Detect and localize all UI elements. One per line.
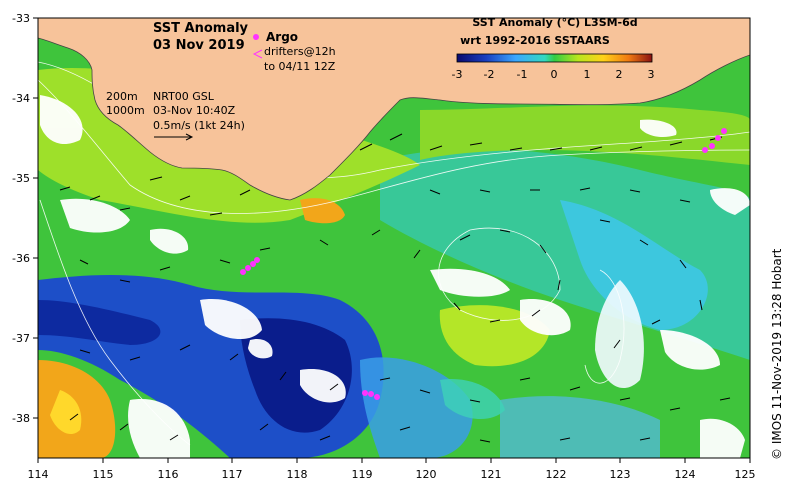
drifter-legend-label: drifters@12h [264, 45, 336, 58]
colorbar-ticks: -3 -2 -1 0 1 2 3 [452, 68, 655, 81]
lon-axis: 114 115 116 117 118 119 120 121 122 123 … [28, 458, 756, 481]
lon-tick: 124 [675, 468, 696, 481]
lon-tick: 122 [546, 468, 567, 481]
lat-tick: -36 [12, 252, 30, 265]
colorbar-tick: -3 [452, 68, 463, 81]
lon-tick: 117 [222, 468, 243, 481]
map-frame [37, 17, 751, 459]
colorbar-tick: 0 [551, 68, 558, 81]
colorbar-tick: -2 [484, 68, 495, 81]
lat-axis: -33 -34 -35 -36 -37 -38 [12, 12, 38, 425]
colorbar [456, 53, 653, 63]
product-time: 03-Nov 10:40Z [153, 104, 236, 117]
map-date: 03 Nov 2019 [153, 38, 245, 53]
colorbar-title: SST Anomaly (°C) L3SM-6d [472, 16, 637, 29]
lat-tick: -37 [12, 332, 30, 345]
lat-tick: -35 [12, 172, 30, 185]
drifter-legend-period: to 04/11 12Z [264, 60, 336, 73]
map-title: SST Anomaly [153, 21, 249, 36]
colorbar-tick: 2 [616, 68, 623, 81]
product-label: NRT00 GSL [153, 90, 215, 103]
lat-tick: -34 [12, 92, 30, 105]
colorbar-tick: 3 [648, 68, 655, 81]
colorbar-tick: -1 [517, 68, 528, 81]
contour-200m-label: 200m [106, 90, 138, 103]
lat-tick: -33 [12, 12, 30, 25]
current-scale-label: 0.5m/s (1kt 24h) [153, 119, 245, 132]
colorbar-tick: 1 [584, 68, 591, 81]
lon-tick: 114 [28, 468, 49, 481]
lon-tick: 123 [610, 468, 631, 481]
argo-markers [240, 128, 727, 400]
drifter-legend-icon [252, 49, 263, 59]
lon-tick: 120 [416, 468, 437, 481]
lon-tick: 121 [481, 468, 502, 481]
credit-text: © IMOS 11-Nov-2019 13:28 Hobart [770, 248, 784, 460]
contour-1000m-label: 1000m [106, 104, 145, 117]
lon-tick: 116 [158, 468, 179, 481]
lon-tick: 125 [735, 468, 756, 481]
land-australia [38, 18, 750, 201]
lon-tick: 115 [93, 468, 114, 481]
lon-tick: 118 [287, 468, 308, 481]
argo-legend-label: Argo [266, 30, 298, 44]
lat-tick: -38 [12, 412, 30, 425]
sst-field [38, 18, 750, 458]
colorbar-subtitle: wrt 1992-2016 SSTAARS [460, 34, 610, 47]
argo-legend-icon [253, 34, 259, 40]
lon-tick: 119 [352, 468, 373, 481]
current-scale-arrow-icon [154, 133, 194, 141]
